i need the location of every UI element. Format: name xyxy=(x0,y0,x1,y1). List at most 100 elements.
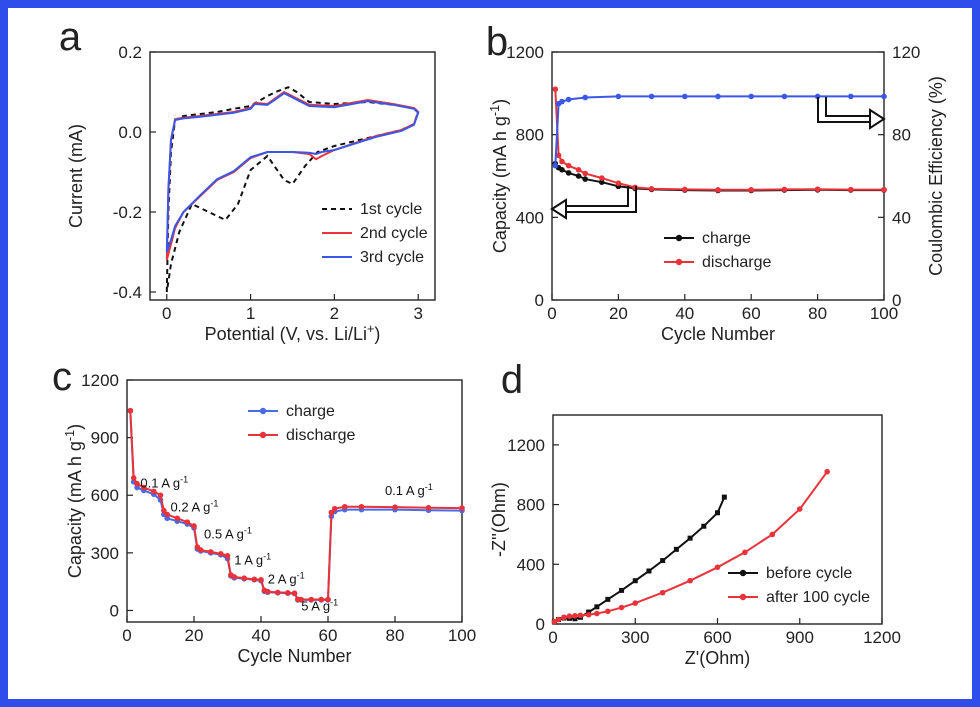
legend-label: charge xyxy=(286,403,335,420)
data-point xyxy=(130,475,137,481)
y-axis-label: Capacity (mA h g-1) xyxy=(63,424,85,578)
y-tick-label: 800 xyxy=(517,496,545,515)
series-line-before-cycle xyxy=(553,496,726,623)
panel-letter-a: a xyxy=(59,15,82,59)
data-point xyxy=(552,162,559,169)
data-point xyxy=(721,494,727,500)
data-point xyxy=(781,186,788,193)
data-point xyxy=(781,93,788,100)
data-point xyxy=(285,590,291,596)
data-point xyxy=(769,531,776,538)
data-point xyxy=(575,173,582,179)
y-tick-label: 0 xyxy=(110,601,119,620)
x-tick-label: 1 xyxy=(246,304,255,323)
data-point xyxy=(618,604,625,611)
x-tick-label: 0 xyxy=(547,304,556,323)
legend-marker xyxy=(675,234,683,242)
data-point xyxy=(251,576,258,583)
arrow-right-path xyxy=(817,97,874,123)
data-point xyxy=(814,186,821,193)
data-point xyxy=(742,549,748,556)
data-point xyxy=(224,552,231,559)
data-point xyxy=(459,505,465,511)
data-point xyxy=(425,504,432,511)
data-point xyxy=(565,170,572,176)
x-tick-label: 100 xyxy=(870,304,898,323)
plot-frame-a xyxy=(149,51,436,301)
data-point xyxy=(134,480,140,487)
data-point xyxy=(328,509,335,516)
annotation-label: 0.2 A g-1 xyxy=(171,499,219,515)
y2-tick-label: 120 xyxy=(892,43,920,62)
data-point xyxy=(659,589,666,596)
data-point xyxy=(140,484,147,491)
y2-tick-label: 80 xyxy=(892,126,911,145)
y-tick-label: -0.2 xyxy=(113,203,142,222)
data-point xyxy=(748,187,754,193)
data-point xyxy=(673,546,679,552)
legend-label: charge xyxy=(702,230,751,247)
data-point xyxy=(318,596,325,603)
y-tick-label: -0.4 xyxy=(113,283,142,302)
data-point xyxy=(619,587,625,593)
x-tick-label: 40 xyxy=(252,626,271,645)
legend-marker xyxy=(259,407,267,415)
x-tick-label: 300 xyxy=(621,628,649,647)
data-point xyxy=(565,96,572,103)
data-point xyxy=(582,176,588,182)
annotation-label: 0.1 A g-1 xyxy=(140,475,188,491)
data-point xyxy=(848,186,854,193)
series-line-charge xyxy=(554,162,884,192)
y-tick-label: 1200 xyxy=(506,43,544,62)
data-point xyxy=(565,162,572,169)
x-tick-label: 900 xyxy=(786,628,814,647)
data-point xyxy=(241,575,248,582)
data-point xyxy=(577,612,584,619)
data-point xyxy=(161,507,167,514)
data-point xyxy=(632,600,639,606)
x-axis-label: Cycle Number xyxy=(661,324,775,344)
x-tick-label: 3 xyxy=(414,304,423,323)
panel-letter-d: d xyxy=(501,358,523,402)
panel-letter-b: b xyxy=(486,20,508,64)
data-point xyxy=(231,574,237,580)
y-tick-label: 0 xyxy=(536,615,545,634)
y-tick-label: 300 xyxy=(91,544,119,563)
data-point xyxy=(632,578,638,584)
data-point xyxy=(648,186,655,192)
y-tick-label: 0.2 xyxy=(118,43,142,62)
data-point xyxy=(164,511,170,518)
data-point xyxy=(561,614,567,621)
x-tick-label: 20 xyxy=(609,304,628,323)
data-point xyxy=(191,523,197,529)
legend-label: before cycle xyxy=(766,565,852,582)
x-tick-label: 20 xyxy=(185,626,204,645)
series-line-efficiency xyxy=(554,95,884,166)
data-point xyxy=(164,515,170,522)
y-tick-label: 400 xyxy=(516,208,544,227)
panel-c: c 0 20 40 60 80 100 0 300 600 900 1200 Cycle Number C… xyxy=(52,355,476,666)
data-point xyxy=(881,93,887,100)
y-tick-label: 800 xyxy=(516,126,544,145)
legend-marker xyxy=(259,431,267,439)
data-point xyxy=(682,186,688,193)
y-tick-label: 0 xyxy=(535,291,544,310)
data-point xyxy=(218,551,224,557)
x-tick-label: 1200 xyxy=(863,628,901,647)
data-point xyxy=(559,167,565,173)
data-point xyxy=(555,616,562,623)
data-point xyxy=(274,589,281,596)
data-point xyxy=(264,588,271,595)
x-tick-label: 80 xyxy=(386,626,405,645)
data-point xyxy=(605,596,611,602)
series-line-discharge xyxy=(554,89,884,191)
y-axis-label: Current (mA) xyxy=(66,124,86,228)
data-point xyxy=(714,564,721,571)
data-point xyxy=(127,407,134,414)
data-point xyxy=(298,596,305,603)
x-tick-label: 0 xyxy=(162,304,171,323)
y-tick-label: 400 xyxy=(517,555,545,574)
